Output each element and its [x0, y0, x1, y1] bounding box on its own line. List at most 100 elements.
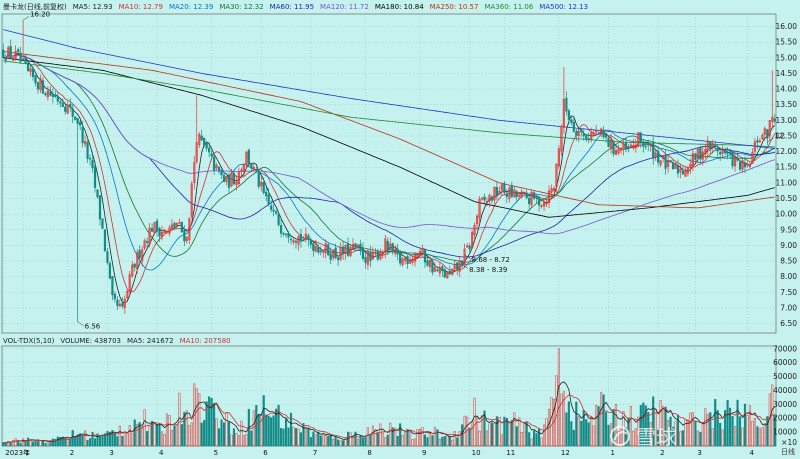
candle-body: [262, 182, 265, 194]
volume-bar: [401, 434, 404, 447]
volume-bar: [505, 417, 508, 447]
candle: [66, 100, 69, 114]
volume-bar: [163, 433, 166, 447]
candle-body: [247, 149, 250, 164]
ma5-line: [3, 52, 776, 304]
volume-bar: [205, 401, 208, 447]
time-tick-label: 11: [506, 449, 515, 457]
candle-body: [525, 192, 528, 199]
candle: [585, 134, 588, 142]
candle: [275, 209, 278, 215]
volume-tick-label: 40000: [773, 386, 797, 395]
candle: [766, 128, 769, 146]
candle: [299, 228, 303, 248]
candle: [570, 115, 573, 126]
volume-bar: [252, 410, 255, 447]
candle: [175, 222, 179, 227]
time-tick-label: 3: [697, 449, 701, 457]
candle: [619, 146, 623, 155]
volume-tick-label: 50000: [773, 372, 797, 381]
candle: [76, 117, 79, 322]
candle-body: [508, 187, 511, 199]
volume-bar: [160, 431, 164, 447]
candle-body: [510, 185, 513, 197]
volume-bar: [131, 433, 134, 447]
volume-bar: [272, 415, 275, 447]
volume-bar: [245, 434, 248, 447]
volume-legend-item: MA5: 241672: [127, 337, 174, 345]
volume-bar: [488, 423, 491, 447]
candle: [128, 271, 131, 296]
candle-body: [657, 150, 660, 163]
volume-bar: [44, 443, 47, 447]
candle-body: [684, 171, 687, 177]
candle: [530, 189, 533, 208]
candle: [394, 245, 397, 257]
candle-body: [726, 152, 729, 154]
candle: [535, 195, 538, 204]
candle: [168, 224, 171, 237]
candle-body: [443, 269, 446, 278]
candle: [647, 139, 650, 152]
candle-body: [225, 176, 228, 182]
volume-bar: [642, 402, 645, 447]
candle: [617, 144, 620, 156]
candle-body: [41, 80, 45, 94]
volume-bar: [664, 406, 667, 447]
volume-bar: [463, 415, 466, 447]
volume-bar: [284, 418, 288, 447]
candle: [711, 139, 714, 154]
volume-bar: [557, 348, 560, 447]
volume-bar: [587, 422, 590, 447]
candle: [763, 126, 766, 141]
volume-bar: [34, 440, 37, 447]
candle: [185, 235, 188, 244]
price-legend-item: MA60: 11.95: [270, 3, 314, 11]
volume-bar: [647, 411, 650, 447]
volume-bar: [743, 403, 747, 447]
candle-body: [647, 144, 650, 146]
candle: [503, 180, 506, 196]
candle: [203, 137, 206, 148]
volume-bar: [374, 429, 377, 447]
volume-bar: [550, 397, 553, 447]
candle-body: [530, 191, 533, 205]
candle: [599, 127, 603, 138]
ma10-line: [3, 54, 776, 293]
candle-body: [126, 290, 129, 299]
candle-body: [565, 97, 568, 112]
candle-body: [270, 205, 273, 210]
candle-body: [560, 126, 563, 152]
annotation-label: 8.68 - 8.72: [472, 256, 510, 264]
candle-body: [614, 150, 618, 155]
volume-bar: [17, 440, 20, 447]
candle: [319, 246, 322, 256]
time-tick-label: 10: [472, 449, 481, 457]
volume-bar: [49, 442, 52, 447]
candle-body: [458, 260, 461, 272]
candle-body: [260, 181, 263, 187]
candle-body: [165, 230, 169, 233]
candle: [81, 121, 84, 148]
candle: [461, 260, 464, 268]
volume-bar: [128, 425, 131, 447]
volume-bar: [577, 416, 580, 447]
volume-bar: [2, 442, 5, 447]
volume-bar: [93, 438, 97, 447]
candle-body: [143, 240, 146, 249]
volume-bar: [503, 416, 506, 447]
candle: [567, 108, 570, 125]
candle: [401, 256, 404, 267]
volume-bar: [406, 428, 409, 447]
candle-body: [751, 152, 754, 164]
volume-bar: [443, 436, 446, 447]
candle: [131, 261, 134, 278]
volume-bar: [81, 434, 84, 447]
candle-body: [180, 221, 183, 233]
price-frame: [1, 13, 777, 334]
candle-body: [436, 269, 439, 271]
timeframe-tab[interactable]: 日线: [781, 447, 795, 456]
volume-bar: [483, 410, 486, 447]
candle: [96, 188, 99, 199]
candle: [227, 172, 231, 193]
